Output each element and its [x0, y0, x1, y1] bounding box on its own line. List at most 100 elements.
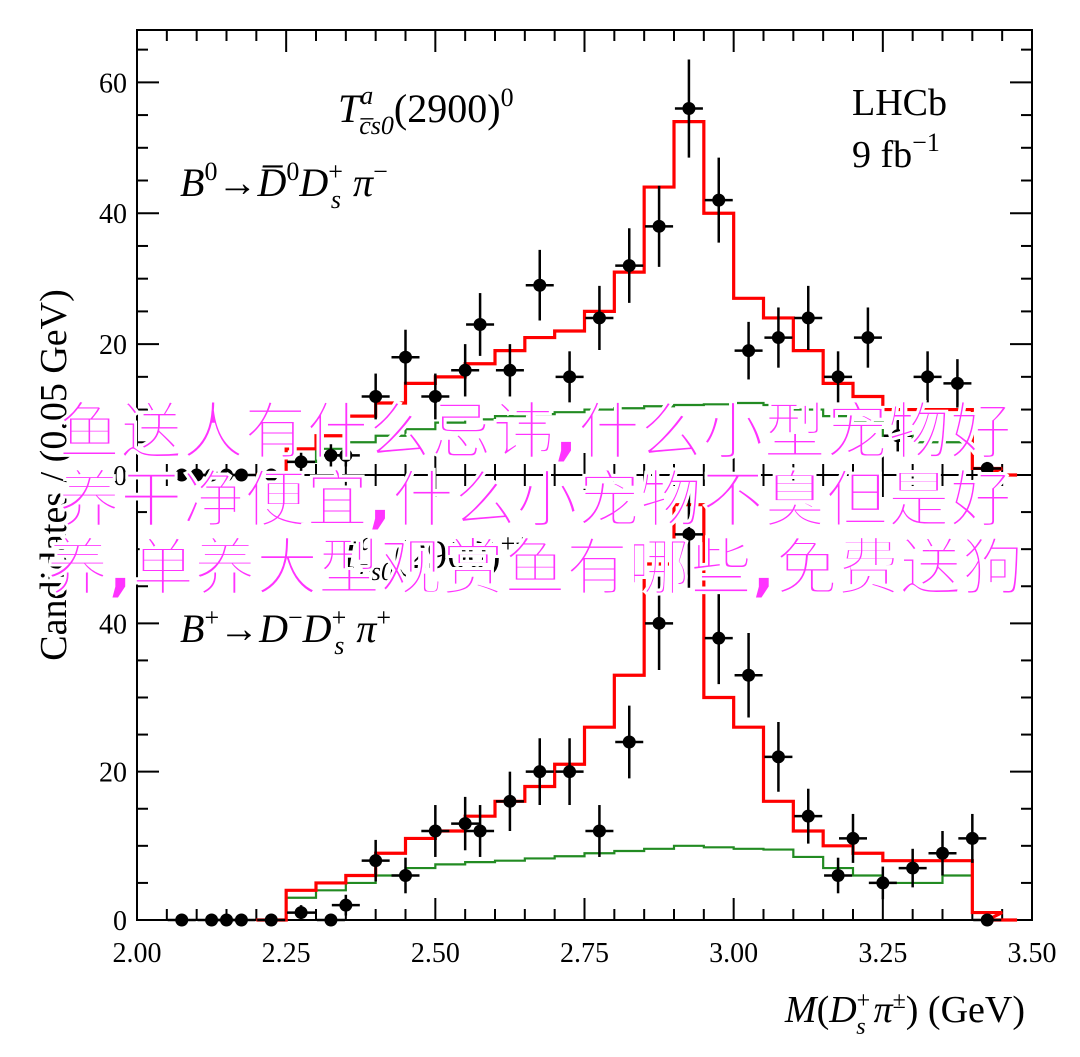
x-tick-label: 3.50	[1008, 938, 1057, 969]
data-marker	[906, 861, 920, 875]
data-point	[585, 805, 614, 857]
data-point	[466, 805, 495, 857]
data-point	[167, 913, 196, 927]
data-marker	[458, 817, 472, 831]
data-marker	[921, 370, 935, 384]
data-marker	[339, 448, 353, 462]
bottom-panel-data-points	[167, 480, 1002, 927]
data-point	[734, 321, 763, 380]
data-point	[794, 285, 823, 351]
data-point	[421, 373, 450, 420]
data-marker	[771, 331, 785, 345]
bottom-panel-y-tick-labels: 0 20 40	[99, 609, 127, 937]
data-marker	[473, 824, 487, 838]
x-tick-label: 2.50	[411, 938, 460, 969]
top-panel-y-tick-labels: 0 20 40 60	[99, 68, 127, 492]
data-point	[451, 344, 480, 397]
data-point	[764, 721, 793, 792]
data-marker	[428, 389, 442, 403]
data-point	[331, 444, 360, 467]
data-marker	[771, 750, 785, 764]
data-point	[928, 831, 957, 876]
data-point	[898, 848, 927, 888]
data-point	[316, 913, 345, 927]
data-point	[883, 420, 912, 452]
data-marker	[622, 259, 636, 273]
data-point	[287, 905, 316, 920]
data-point	[913, 351, 942, 403]
data-point	[555, 351, 584, 403]
data-point	[525, 738, 554, 806]
data-marker	[936, 846, 949, 860]
y-tick-label: 20	[99, 330, 127, 361]
data-point	[257, 468, 286, 482]
data-point	[615, 228, 644, 303]
y-tick-label: 20	[99, 758, 127, 789]
data-point	[734, 632, 763, 718]
data-point	[227, 468, 256, 482]
data-marker	[742, 344, 756, 358]
data-point	[645, 185, 674, 267]
data-marker	[220, 913, 233, 927]
bottom-decay-label: B+→D−D+ s π+	[180, 603, 391, 660]
data-marker	[965, 831, 979, 845]
data-marker	[264, 913, 278, 927]
data-marker	[876, 876, 890, 890]
data-marker	[682, 527, 696, 541]
data-point	[585, 285, 614, 351]
top-state-label: Ta c̅s0(2900)0	[338, 81, 514, 140]
data-marker	[831, 370, 845, 384]
data-marker	[175, 468, 189, 482]
data-marker	[473, 317, 487, 331]
data-point	[257, 913, 286, 927]
data-marker	[801, 311, 815, 325]
data-marker	[712, 193, 726, 207]
top-decay-label: B0→D̅0D+ s π−	[180, 157, 388, 214]
data-marker	[533, 765, 547, 779]
data-point	[451, 796, 480, 851]
data-point	[973, 913, 1002, 927]
data-marker	[891, 429, 905, 443]
data-point	[361, 373, 390, 420]
data-point	[391, 329, 420, 385]
data-point	[958, 813, 987, 863]
data-point	[495, 344, 524, 397]
data-marker	[861, 331, 875, 345]
data-marker	[458, 363, 472, 377]
y-axis-title: Candidates / (0.05 GeV)	[33, 289, 75, 660]
data-point	[674, 480, 703, 588]
top-panel-ticks	[136, 30, 1033, 476]
data-point	[973, 461, 1002, 475]
data-marker	[712, 631, 726, 645]
data-point	[391, 857, 420, 894]
total-fit-line	[256, 503, 1018, 922]
top-panel-data-points	[167, 59, 1002, 482]
data-marker	[369, 854, 383, 868]
data-marker	[369, 389, 383, 403]
data-point	[943, 359, 972, 408]
data-marker	[399, 869, 412, 882]
bottom-state-label: Ta c̅s0(2900)++	[338, 527, 530, 586]
data-point	[495, 771, 524, 831]
data-point	[361, 839, 390, 882]
data-marker	[980, 461, 994, 475]
data-marker	[339, 898, 353, 912]
data-marker	[503, 363, 517, 377]
x-tick-labels: 2.00 2.25 2.50 2.75 3.00 3.25 3.50	[113, 938, 1057, 969]
x-tick-label: 2.75	[560, 938, 609, 969]
x-tick-label: 2.25	[262, 938, 311, 969]
data-point	[615, 705, 644, 779]
data-point	[525, 249, 554, 321]
data-marker	[324, 448, 338, 462]
data-marker	[264, 468, 278, 482]
y-tick-label: 40	[99, 609, 127, 640]
y-tick-label: 40	[99, 199, 127, 230]
x-tick-label: 2.00	[113, 938, 162, 969]
data-point	[645, 576, 674, 671]
data-point	[287, 452, 316, 472]
data-marker	[234, 468, 248, 482]
bottom-panel-ticks	[136, 474, 1033, 921]
data-point	[704, 157, 733, 243]
data-point	[331, 894, 360, 916]
data-point	[466, 293, 495, 356]
